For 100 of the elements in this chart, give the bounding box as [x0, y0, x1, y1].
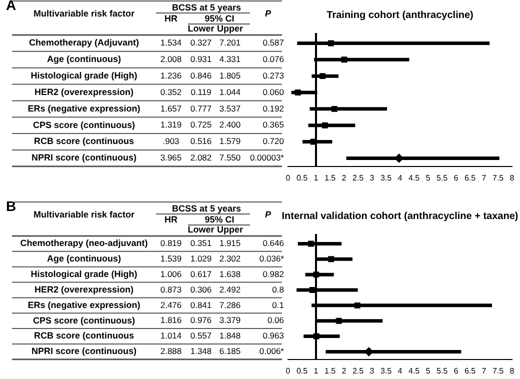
point	[294, 90, 301, 96]
category-label: HER2 (overexpression)	[34, 284, 134, 294]
category-label: Histological grade (High)	[30, 269, 138, 280]
text: 95% CI	[204, 13, 234, 24]
x-tick-label: 4.5	[408, 366, 420, 376]
text: 3.965	[160, 152, 182, 163]
point	[331, 106, 338, 112]
text: 0.00003*	[250, 152, 285, 163]
text: 4.331	[219, 54, 241, 64]
x-tick-label: 5.5	[436, 173, 448, 182]
text: 0.841	[190, 300, 212, 310]
text: 0.327	[190, 38, 212, 48]
text: A	[6, 0, 16, 13]
text: 0.720	[262, 136, 284, 146]
text: 0.846	[190, 70, 212, 80]
x-tick-label: 7.5	[492, 366, 504, 376]
category-label: NPRI score (continuous)	[31, 346, 137, 356]
text: 7.286	[219, 300, 241, 310]
text: 2.082	[190, 152, 212, 163]
category-label: Histological grade (High)	[30, 70, 138, 81]
category-label: CPS score (continuous)	[32, 120, 136, 130]
x-tick-label: 1.5	[324, 366, 336, 376]
text: Lower	[188, 23, 215, 34]
text: 0.006*	[259, 346, 285, 356]
text: 0.306	[190, 284, 212, 294]
x-tick-label: 6.5	[464, 366, 476, 376]
text: .903	[162, 136, 180, 146]
x-tick-label: 2	[342, 366, 347, 376]
text: 6.185	[219, 346, 241, 356]
point	[336, 318, 342, 324]
point	[354, 302, 360, 308]
point	[309, 287, 316, 293]
text: 0.076	[262, 54, 284, 64]
x-tick-label: 6	[454, 366, 459, 376]
x-tick-label: 2	[342, 173, 347, 182]
x-tick-label: 7.5	[492, 173, 504, 182]
text: 0.060	[262, 86, 284, 97]
text: 1.638	[219, 268, 241, 279]
point	[308, 240, 314, 247]
category-label: HER2 (overexpression)	[34, 86, 134, 97]
text: 0.1	[272, 300, 284, 310]
x-tick-label: 4	[398, 173, 403, 182]
text: BCSS at 5 years	[172, 2, 242, 12]
text: 0.351	[190, 238, 212, 248]
text: P	[264, 8, 272, 18]
text: 3.537	[219, 103, 241, 114]
text: 0.646	[262, 238, 284, 248]
x-tick-label: 7	[482, 366, 487, 376]
text: 0.516	[190, 136, 212, 146]
text: BCSS at 5 years	[172, 203, 242, 214]
x-tick-label: 0	[286, 173, 291, 182]
point	[341, 56, 348, 63]
text: 0.617	[190, 268, 212, 279]
x-tick-label: 8	[510, 173, 515, 182]
category-label: Age (continuous)	[47, 54, 121, 64]
text: 0.587	[262, 38, 284, 48]
text: 0.06	[267, 315, 284, 326]
x-tick-label: 5	[426, 366, 431, 376]
category-label: RCB score (continuous	[34, 330, 134, 341]
x-tick-label: 6.5	[464, 173, 476, 182]
point	[313, 333, 320, 340]
text: 0.557	[190, 330, 212, 341]
text: 1.915	[219, 238, 241, 248]
x-tick-label: 0.5	[296, 366, 308, 376]
text: 1.236	[160, 70, 182, 80]
x-tick-label: 5.5	[436, 366, 448, 376]
point	[322, 122, 328, 128]
text: 2.008	[160, 54, 182, 64]
text: Multivariable risk factor	[33, 209, 136, 220]
x-tick-label: 3.5	[380, 366, 392, 376]
category-label: NPRI score (continuous)	[31, 152, 137, 163]
category-label: ERs (negative expression)	[28, 103, 140, 114]
point	[328, 256, 334, 262]
text: Multivariable risk factor	[33, 8, 136, 18]
text: 2.476	[160, 300, 182, 310]
text: 2.400	[219, 120, 241, 130]
text: 0.036*	[259, 253, 285, 264]
x-tick-label: 0	[286, 366, 291, 376]
text: P	[264, 209, 272, 220]
text: 1.816	[160, 315, 182, 326]
text: 1.319	[160, 120, 182, 130]
text: HR	[164, 13, 178, 24]
x-tick-label: 3	[370, 173, 375, 182]
text: 0.119	[190, 86, 212, 97]
text: 0.963	[262, 330, 284, 341]
chart-title: Training cohort (anthracycline)	[326, 10, 474, 21]
x-tick-label: 2.5	[352, 173, 364, 182]
text: 2.888	[160, 346, 182, 356]
text: 0.931	[190, 54, 212, 64]
text: 1.657	[160, 103, 182, 114]
x-tick-label: 4	[398, 366, 403, 376]
category-label: Chemotherapy (neo-adjuvant)	[20, 238, 148, 248]
point	[320, 73, 326, 80]
x-tick-label: 5	[426, 173, 431, 182]
x-tick-label: 3.5	[380, 173, 392, 182]
x-tick-label: 3	[370, 366, 375, 376]
text: 0.976	[190, 315, 212, 326]
text: HR	[164, 214, 178, 224]
text: 2.492	[219, 284, 241, 294]
x-tick-label: 7	[482, 173, 487, 182]
